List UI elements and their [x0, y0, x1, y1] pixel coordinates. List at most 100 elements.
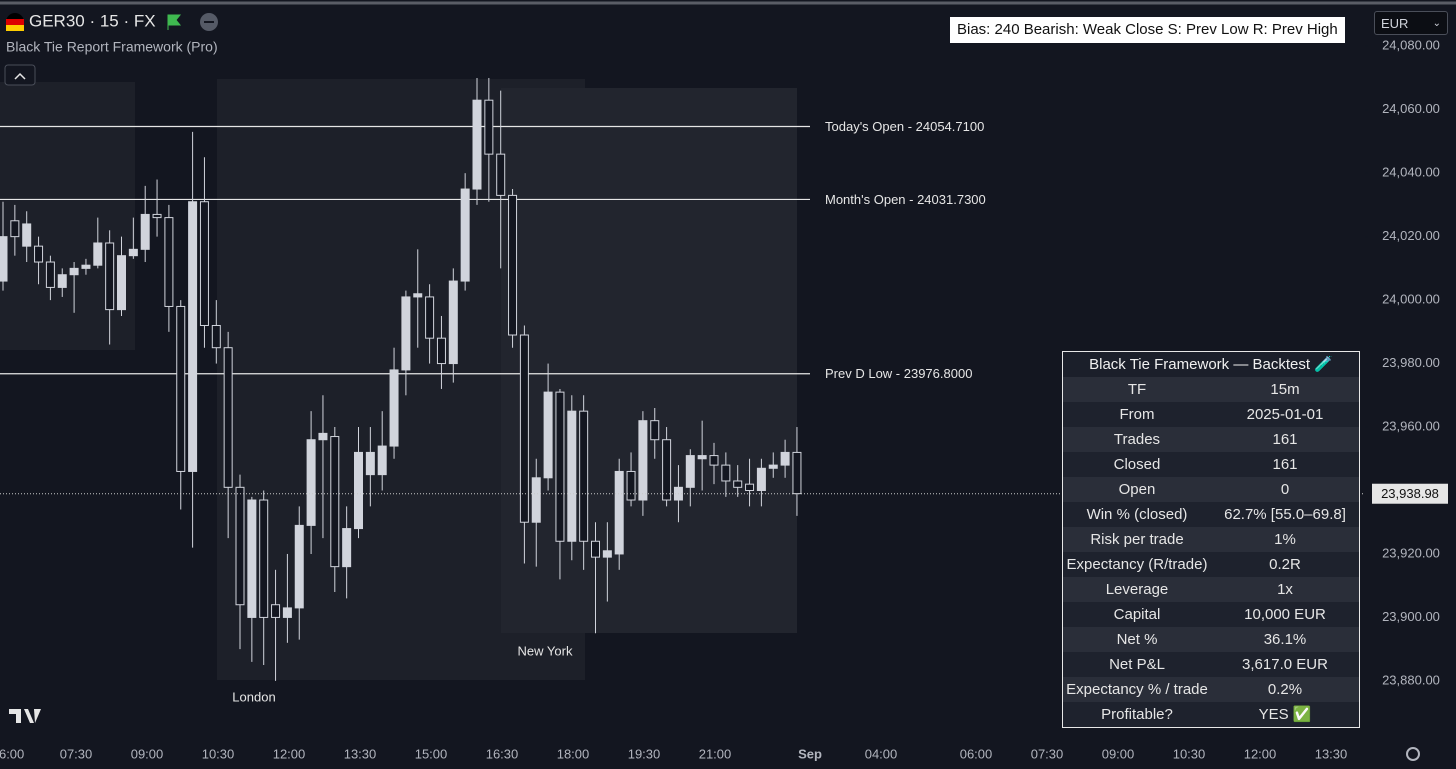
- table-row: Win % (closed) 62.7% [55.0–69.8]: [1063, 502, 1359, 527]
- level-label: Month's Open - 24031.7300: [825, 192, 986, 207]
- candle-body: [164, 217, 174, 307]
- x-tick-label: 09:00: [1102, 746, 1135, 761]
- x-tick-label: 18:00: [557, 746, 590, 761]
- table-title: Black Tie Framework — Backtest 🧪: [1063, 352, 1359, 377]
- x-tick-label: 12:00: [273, 746, 306, 761]
- table-key: Expectancy % / trade: [1066, 681, 1208, 698]
- candle-body: [496, 153, 506, 196]
- candle-body: [567, 410, 577, 542]
- x-tick-label: 07:30: [1031, 746, 1064, 761]
- y-tick-label: 24,040.00: [1382, 165, 1440, 180]
- candle-body: [448, 280, 458, 365]
- symbol[interactable]: GER30 · 15 · FX: [29, 11, 156, 30]
- y-tick-label: 23,900.00: [1382, 609, 1440, 624]
- candle-body: [555, 391, 565, 542]
- table-key: Open: [1118, 481, 1156, 498]
- x-tick-label: 16:30: [486, 746, 519, 761]
- x-tick-label: 15:00: [415, 746, 448, 761]
- candle-body: [271, 604, 281, 618]
- candle-body: [117, 255, 126, 311]
- x-tick-label: 13:30: [344, 746, 377, 761]
- table-value: 0.2%: [1267, 681, 1303, 698]
- table-key: Leverage: [1105, 581, 1169, 598]
- table-value: 2025-01-01: [1246, 406, 1324, 423]
- x-tick-label: 21:00: [699, 746, 732, 761]
- session-box: [0, 82, 135, 350]
- candle-body: [93, 242, 103, 266]
- candle-body: [721, 464, 731, 482]
- candle-body: [591, 540, 600, 558]
- candle-body: [22, 223, 32, 247]
- candle-body: [247, 499, 257, 618]
- candle-body: [10, 220, 20, 238]
- table-key: Net %: [1116, 631, 1158, 648]
- last-price-tag: [1372, 483, 1448, 504]
- x-tick-label: 10:30: [202, 746, 235, 761]
- currency: EUR: [1381, 16, 1409, 31]
- table-row: TF 15m: [1063, 377, 1359, 402]
- candle-body: [425, 296, 435, 339]
- last-price-label: 23,938.98: [1381, 486, 1439, 501]
- candle-body: [152, 213, 162, 219]
- table-value: 161: [1272, 431, 1298, 448]
- candle-body: [460, 188, 470, 282]
- x-tick-label: 06:00: [960, 746, 993, 761]
- flag-button[interactable]: [167, 14, 182, 30]
- candle-body: [389, 369, 399, 447]
- candle-body: [294, 524, 304, 609]
- candle-body: [662, 439, 672, 501]
- y-tick-label: 23,980.00: [1382, 355, 1440, 370]
- table-row: Open 0: [1063, 477, 1359, 502]
- x-tick-label: 04:00: [865, 746, 898, 761]
- candle-body: [472, 99, 482, 190]
- table-row: Closed 161: [1063, 452, 1359, 477]
- candle-body: [235, 486, 245, 606]
- candle-body: [709, 455, 719, 466]
- candle-body: [34, 245, 44, 263]
- candle-body: [733, 480, 743, 488]
- candle-body: [354, 451, 363, 530]
- candle-body: [377, 445, 387, 476]
- candle-body: [531, 477, 541, 523]
- table-value: 62.7% [55.0–69.8]: [1224, 506, 1346, 523]
- dropdown-icon: ⌄: [1432, 18, 1441, 29]
- y-tick-label: 23,880.00: [1382, 672, 1440, 687]
- candle-body: [45, 261, 55, 288]
- table-key: Trades: [1113, 431, 1161, 448]
- table-value: 0.2R: [1269, 556, 1301, 573]
- candle-body: [188, 201, 198, 472]
- table-row: Risk per trade 1%: [1063, 527, 1359, 552]
- table-key: Closed: [1113, 456, 1161, 473]
- table-row: Expectancy (R/trade) 0.2R: [1063, 552, 1359, 577]
- candle-body: [792, 451, 802, 495]
- table-row: From 2025-01-01: [1063, 402, 1359, 427]
- candle-body: [259, 499, 269, 618]
- level-label: Prev D Low - 23976.8000: [825, 366, 972, 381]
- currency-select[interactable]: EUR ⌄: [1374, 11, 1448, 35]
- candle-body: [199, 201, 209, 326]
- y-tick-label: 23,960.00: [1382, 418, 1440, 433]
- candle-body: [768, 464, 778, 469]
- candle-body: [105, 242, 115, 311]
- candle-body: [638, 420, 648, 501]
- candle-body: [365, 451, 375, 476]
- x-tick-label: 09:00: [131, 746, 164, 761]
- x-tick-label: 06:00: [0, 746, 24, 761]
- table-key: Win % (closed): [1086, 506, 1188, 523]
- candle-body: [318, 432, 328, 441]
- settings-icon[interactable]: [1406, 747, 1420, 761]
- table-value: YES ✅: [1258, 706, 1312, 723]
- candle-body: [626, 470, 636, 501]
- table-row: Net P&L 3,617.0 EUR: [1063, 652, 1359, 677]
- level-label: Today's Open - 24054.7100: [825, 119, 984, 134]
- candle-body: [413, 293, 423, 298]
- flag-icon: [6, 19, 24, 25]
- candle-body: [697, 455, 707, 460]
- table-row: Capital 10,000 EUR: [1063, 602, 1359, 627]
- table-row: Trades 161: [1063, 427, 1359, 452]
- table-key: Profitable?: [1101, 706, 1173, 723]
- flag-icon: [6, 25, 24, 31]
- candle-body: [211, 324, 221, 349]
- session-label: New York: [518, 643, 573, 658]
